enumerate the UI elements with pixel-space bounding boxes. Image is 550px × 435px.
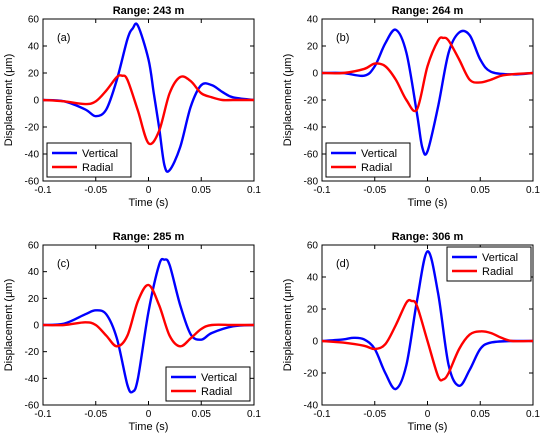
y-tick-label: -60 (25, 177, 40, 188)
y-tick-label: 60 (28, 241, 40, 252)
chart-title: Range: 285 m (113, 231, 185, 243)
y-tick-label: 20 (307, 305, 319, 316)
x-axis-label: Time (s) (129, 197, 169, 209)
y-tick-label: -60 (304, 150, 319, 161)
x-tick-label: 0.1 (247, 185, 261, 196)
x-tick-label: 0.1 (247, 409, 261, 420)
legend-label-radial: Radial (482, 266, 513, 278)
y-tick-label: -20 (25, 123, 40, 134)
legend-label-radial: Radial (201, 386, 232, 398)
legend: Vertical Radial (446, 246, 532, 282)
legend-label-vertical: Vertical (201, 372, 237, 384)
x-tick-label: -0.1 (313, 409, 331, 420)
series-line-radial (43, 74, 254, 146)
y-tick-label: 60 (28, 15, 40, 26)
legend: Vertical Radial (46, 142, 132, 178)
y-tick-label: 20 (28, 294, 40, 305)
y-tick-label: 0 (33, 96, 39, 107)
series-line-vertical (43, 22, 254, 173)
legend-label-vertical: Vertical (361, 148, 397, 160)
x-tick-label: -0.1 (313, 185, 331, 196)
series-line-vertical (322, 28, 533, 156)
y-tick-label: -40 (304, 123, 319, 134)
panel-label: (c) (57, 258, 70, 270)
y-tick-label: 0 (33, 321, 39, 332)
x-tick-label: -0.1 (34, 409, 52, 420)
y-tick-label: -40 (25, 374, 40, 385)
chart-title: Range: 306 m (392, 231, 464, 243)
y-axis-label: Displacement (μm) (3, 54, 15, 147)
panel-label: (d) (336, 258, 349, 270)
series-line-radial (43, 283, 254, 348)
y-tick-label: 40 (28, 42, 40, 53)
x-tick-label: -0.05 (84, 185, 107, 196)
y-tick-label: 0 (312, 337, 318, 348)
x-tick-label: 0 (425, 409, 431, 420)
x-tick-label: -0.05 (84, 409, 107, 420)
x-tick-label: 0.05 (471, 185, 491, 196)
x-tick-label: 0.05 (192, 185, 212, 196)
y-axis-label: Displacement (μm) (3, 279, 15, 372)
legend-label-vertical: Vertical (82, 148, 118, 160)
legend: Vertical Radial (325, 142, 411, 178)
y-tick-label: 0 (312, 69, 318, 80)
x-tick-label: 0.1 (526, 409, 540, 420)
series-line-vertical (43, 257, 254, 394)
legend-box (446, 246, 532, 282)
x-tick-label: 0 (146, 409, 152, 420)
series-line-radial (322, 298, 533, 382)
legend-label-vertical: Vertical (482, 252, 518, 264)
panel-c: Range: 285 m -0.1 -0.05 0 0.05 0.1 -60 -40 -20 0 2… (3, 231, 261, 433)
y-tick-label: -20 (25, 347, 40, 358)
legend-box (165, 366, 251, 402)
legend-label-radial: Radial (82, 162, 113, 174)
x-tick-label: -0.1 (34, 185, 52, 196)
y-tick-label: -40 (25, 150, 40, 161)
x-tick-label: -0.05 (363, 185, 386, 196)
chart-title: Range: 243 m (113, 5, 185, 17)
y-tick-label: 60 (307, 241, 319, 252)
x-axis-label: Time (s) (408, 197, 448, 209)
legend-label-radial: Radial (361, 162, 392, 174)
panel-b: Range: 264 m -0.1 -0.05 0 0.05 0.1 -80 -60 -40 -2… (282, 5, 540, 209)
legend-box (325, 142, 411, 178)
x-axis-label: Time (s) (129, 421, 169, 433)
panel-a: Range: 243 m -0.1 -0.05 0 0.05 0.1 -60 -40 -20 0 2… (3, 5, 261, 209)
panel-label: (b) (336, 32, 349, 44)
y-tick-label: 40 (307, 15, 319, 26)
y-tick-label: -20 (304, 96, 319, 107)
y-tick-label: -80 (304, 177, 319, 188)
y-tick-label: -20 (304, 369, 319, 380)
panel-label: (a) (57, 32, 70, 44)
y-tick-label: 20 (307, 42, 319, 53)
series-line-radial (322, 36, 533, 113)
x-tick-label: 0.05 (192, 409, 212, 420)
x-tick-label: 0 (146, 185, 152, 196)
y-tick-label: -40 (304, 401, 319, 412)
x-tick-label: 0.1 (526, 185, 540, 196)
y-tick-label: 40 (307, 273, 319, 284)
chart-title: Range: 264 m (392, 5, 464, 17)
y-tick-label: -60 (25, 401, 40, 412)
y-axis-label: Displacement (μm) (282, 54, 294, 147)
x-tick-label: 0 (425, 185, 431, 196)
legend-box (46, 142, 132, 178)
series-line-vertical (322, 250, 533, 391)
x-tick-label: -0.05 (363, 409, 386, 420)
y-tick-label: 40 (28, 267, 40, 278)
x-axis-label: Time (s) (408, 421, 448, 433)
y-axis-label: Displacement (μm) (282, 279, 294, 372)
x-tick-label: 0.05 (471, 409, 491, 420)
y-tick-label: 20 (28, 69, 40, 80)
panel-d: Range: 306 m -0.1 -0.05 0 0.05 0.1 -40 -20 0 20 40… (282, 231, 540, 433)
legend: Vertical Radial (165, 366, 251, 402)
